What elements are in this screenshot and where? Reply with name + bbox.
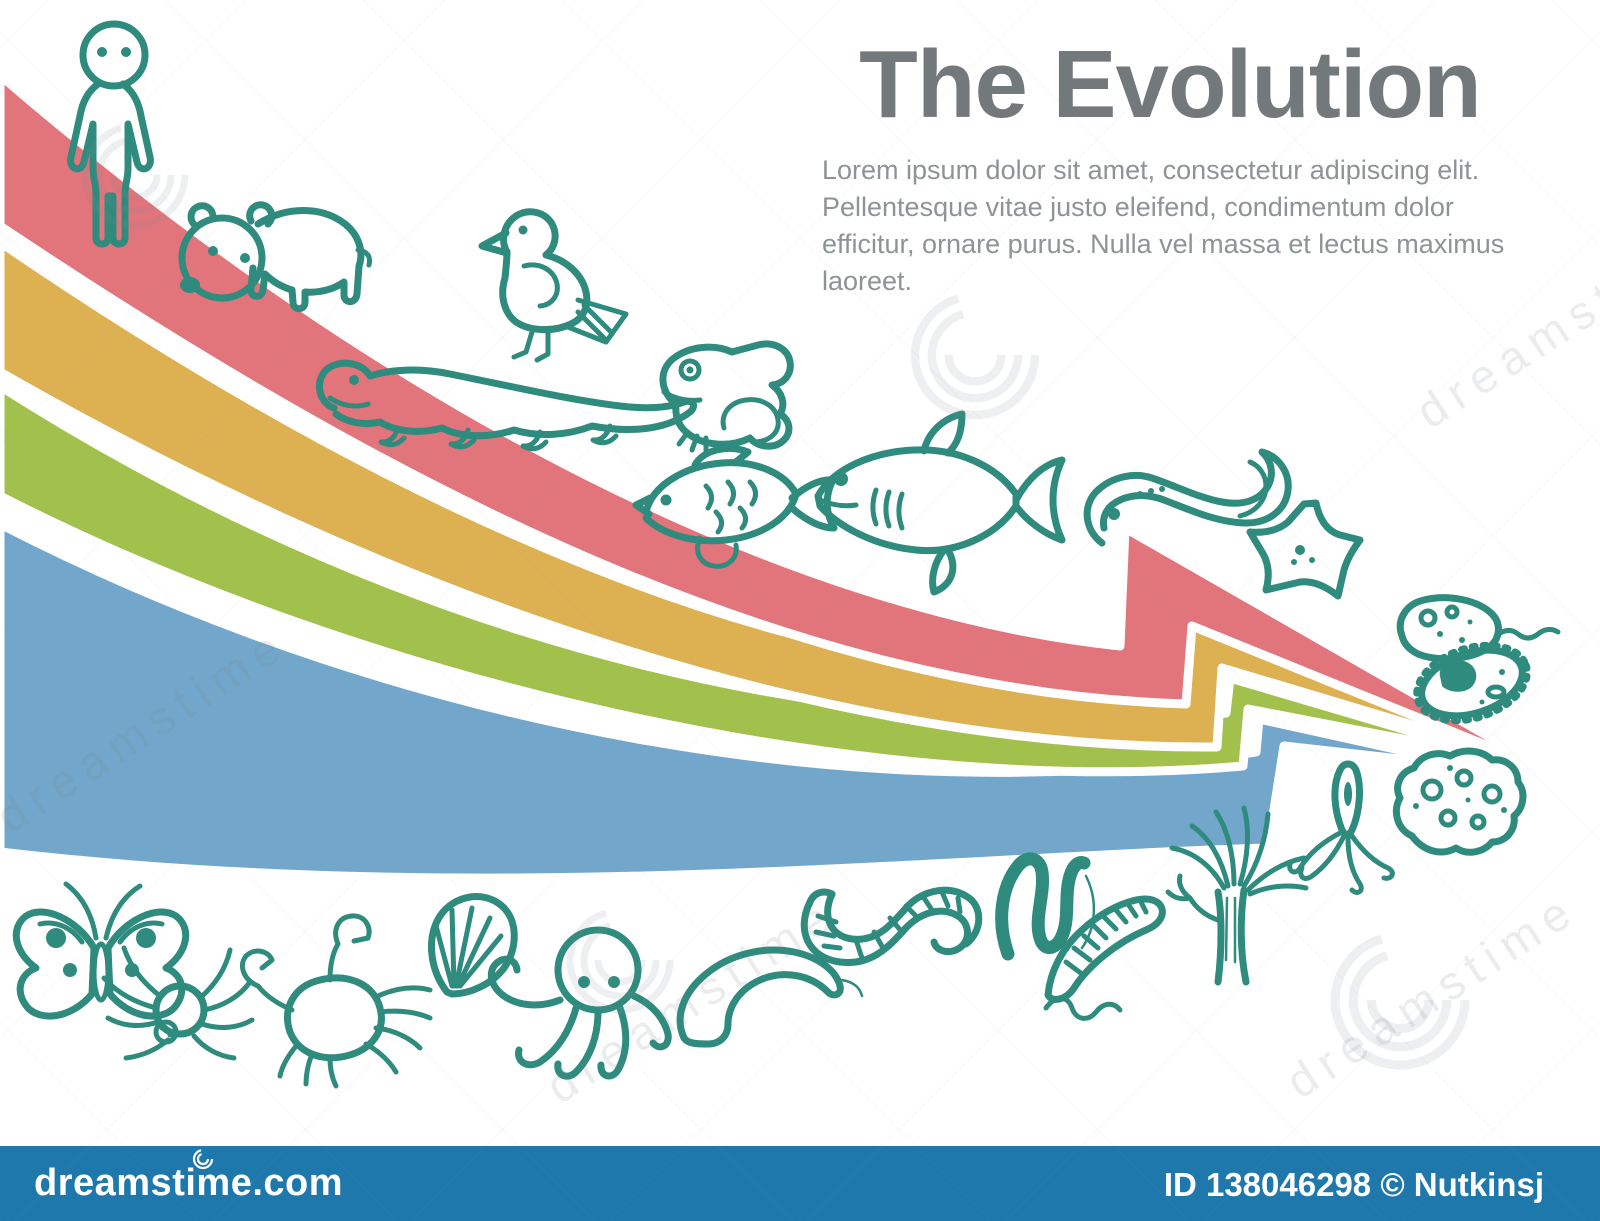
watermark-text: dreamstime xyxy=(1277,881,1587,1108)
seashell-icon xyxy=(428,893,518,998)
sponge-icon xyxy=(1393,747,1527,856)
flatworm-icon xyxy=(676,946,864,1048)
page-title: The Evolution xyxy=(859,31,1482,138)
bear-icon xyxy=(178,201,372,313)
crab-icon xyxy=(240,913,433,1089)
dreamstime-logo: dreamstime.com xyxy=(34,1149,344,1205)
image-credit: ID 138046298 © Nutkinsj xyxy=(1163,1166,1544,1203)
intro-paragraph: Lorem ipsum dolor sit amet, consectetur … xyxy=(822,155,1505,296)
watermark-spiral xyxy=(81,124,189,229)
hydra-icon xyxy=(1287,760,1395,895)
organisms xyxy=(12,20,1561,1089)
butterfly-icon xyxy=(12,881,190,1020)
protozoan-icon xyxy=(1413,641,1531,725)
starfish-icon xyxy=(1246,499,1364,600)
watermark-spiral xyxy=(566,909,674,1014)
shark-icon xyxy=(814,410,1066,596)
bacterium-icon xyxy=(1396,594,1561,663)
arrow-band-yellow xyxy=(0,237,1524,762)
leech-icon xyxy=(1043,895,1166,1021)
human-icon xyxy=(67,20,154,248)
sea-anemone-icon xyxy=(1165,805,1309,986)
watermark-text: dreamstime xyxy=(537,886,847,1113)
spider-icon xyxy=(101,945,255,1061)
segmented-worm-icon xyxy=(800,886,983,967)
arrow-band-green xyxy=(0,381,1506,777)
evolution-arrow xyxy=(0,70,1552,883)
frog-icon xyxy=(659,340,794,455)
watermark-bar: dreamstime.com ID 138046298 © Nutkinsj xyxy=(0,1146,1600,1221)
bird-icon xyxy=(478,208,629,363)
lamprey-icon xyxy=(1083,448,1292,547)
dreamstime-logo-text: dreamstime.com xyxy=(34,1162,344,1204)
watermark-spiral xyxy=(910,294,1040,420)
watermark-spiral xyxy=(1330,934,1470,1070)
arrow-band-red xyxy=(0,70,1552,775)
octopus-icon xyxy=(487,926,672,1080)
roundworm-icon xyxy=(995,852,1096,961)
arrow-band-blue xyxy=(0,519,1486,883)
logo-swirl-icon xyxy=(192,1149,214,1170)
